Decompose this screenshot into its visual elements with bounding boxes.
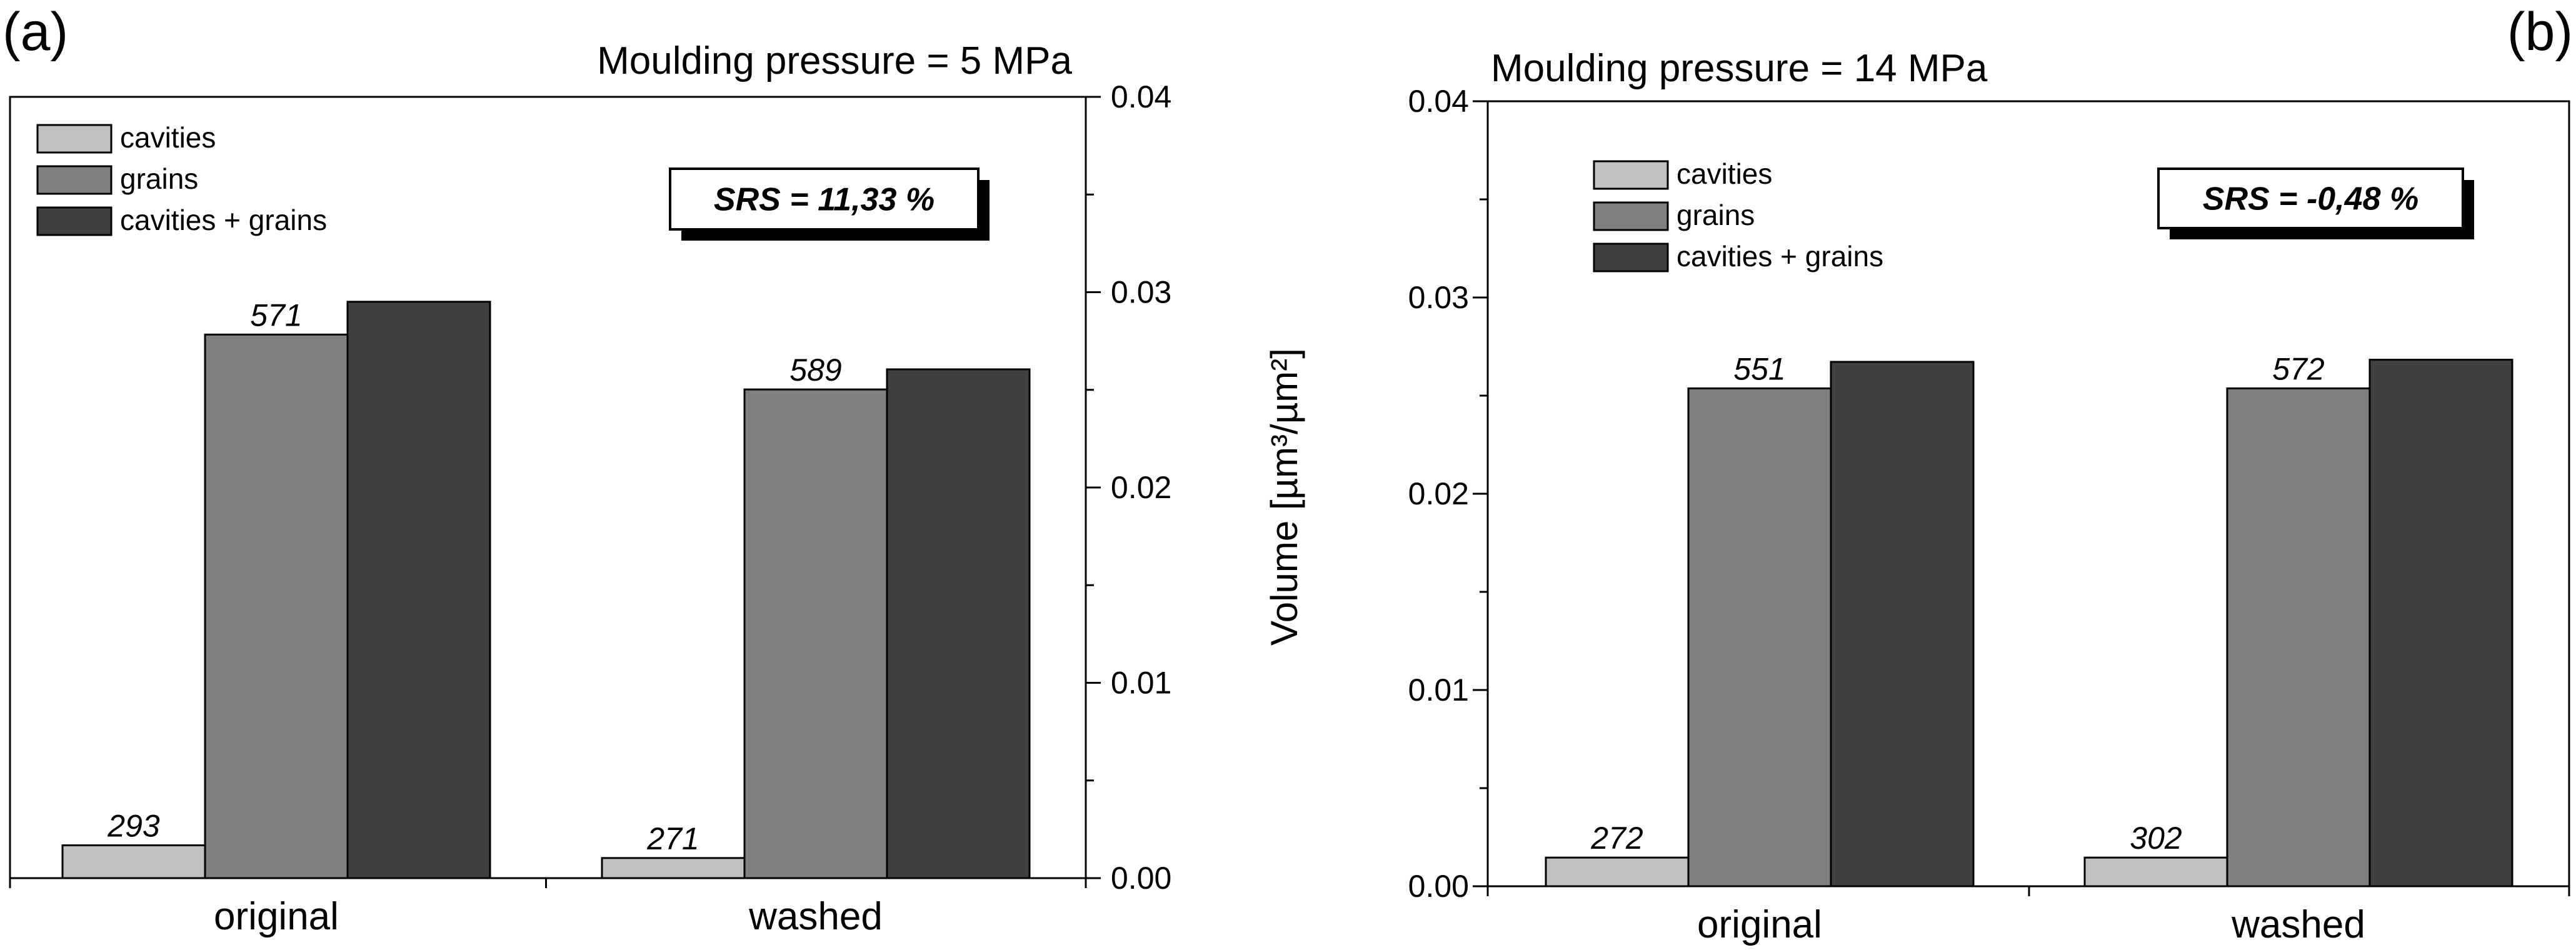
y-tick-label: 0.02 <box>1408 476 1469 511</box>
legend-label: grains <box>120 162 198 195</box>
y-tick-label: 0.04 <box>1111 79 1171 114</box>
y-tick-label: 0.01 <box>1408 672 1469 708</box>
legend-label: cavities + grains <box>120 204 327 236</box>
data-label: 551 <box>1733 351 1785 386</box>
bar-cavities-original <box>61 844 206 879</box>
y-tick-label: 0.03 <box>1111 275 1171 310</box>
panel-label: (b) <box>2507 2 2573 62</box>
x-tick-label-washed: washed <box>2231 903 2365 946</box>
bar-cavities-grains-washed <box>2368 359 2513 888</box>
legend-label: grains <box>1676 199 1755 231</box>
y-tick-label: 0.01 <box>1111 666 1171 701</box>
y-tick-label: 0.03 <box>1408 280 1469 315</box>
legend-swatch <box>36 124 113 154</box>
x-tick-label-washed: washed <box>748 895 883 938</box>
annotation-text: SRS = 11,33 % <box>714 182 935 218</box>
data-label: 589 <box>789 352 841 388</box>
annotation-text: SRS = -0,48 % <box>2203 181 2418 218</box>
panel-label: (a) <box>3 2 68 62</box>
legend-swatch <box>1593 242 1669 272</box>
bar-cavities-washed <box>601 857 746 879</box>
y-tick-label: 0.00 <box>1111 861 1171 896</box>
x-tick-label-original: original <box>1697 903 1822 946</box>
bar-grains-washed <box>743 388 888 879</box>
annotation-box <box>669 168 980 231</box>
bar-cavities-original <box>1545 856 1690 888</box>
chart-panel-a: (a) Moulding pressure = 5 MPa 0.00 0.01 0.02… <box>3 2 1171 938</box>
y-tick-label: 0.02 <box>1111 470 1171 505</box>
legend-swatch <box>1593 201 1669 231</box>
data-label: 272 <box>1590 821 1643 856</box>
bar-grains-washed <box>2226 387 2371 888</box>
data-label: 572 <box>2272 351 2325 386</box>
annotation-box <box>2157 168 2464 229</box>
y-tick-label: 0.00 <box>1408 869 1469 904</box>
data-label: 302 <box>2130 821 2182 856</box>
chart-title: Moulding pressure = 14 MPa <box>1491 47 1988 90</box>
data-label: 571 <box>250 298 302 332</box>
legend-label: cavities <box>120 121 216 154</box>
y-tick-label: 0.04 <box>1408 84 1469 119</box>
data-label: 271 <box>646 821 699 856</box>
bar-cavities-washed <box>2083 856 2228 888</box>
x-tick-label-original: original <box>214 895 339 938</box>
legend-label: cavities <box>1676 158 1772 190</box>
legend-swatch <box>36 206 113 236</box>
bar-cavities-grains-washed <box>886 368 1031 879</box>
bar-cavities-grains-original <box>1830 361 1975 888</box>
chart-panel-b: (b) Moulding pressure = 14 MPa 0.00 0.01 0.0… <box>1408 2 2573 946</box>
legend-swatch <box>36 165 113 195</box>
bar-grains-original <box>204 333 349 879</box>
chart-title: Moulding pressure = 5 MPa <box>597 39 1072 82</box>
bar-cavities-grains-original <box>346 301 491 879</box>
bar-grains-original <box>1687 387 1832 888</box>
y-axis-title: Volume [µm³/µm²] <box>1263 348 1305 646</box>
data-label: 293 <box>107 809 160 844</box>
legend-label: cavities + grains <box>1676 240 1883 272</box>
legend-swatch <box>1593 160 1669 190</box>
